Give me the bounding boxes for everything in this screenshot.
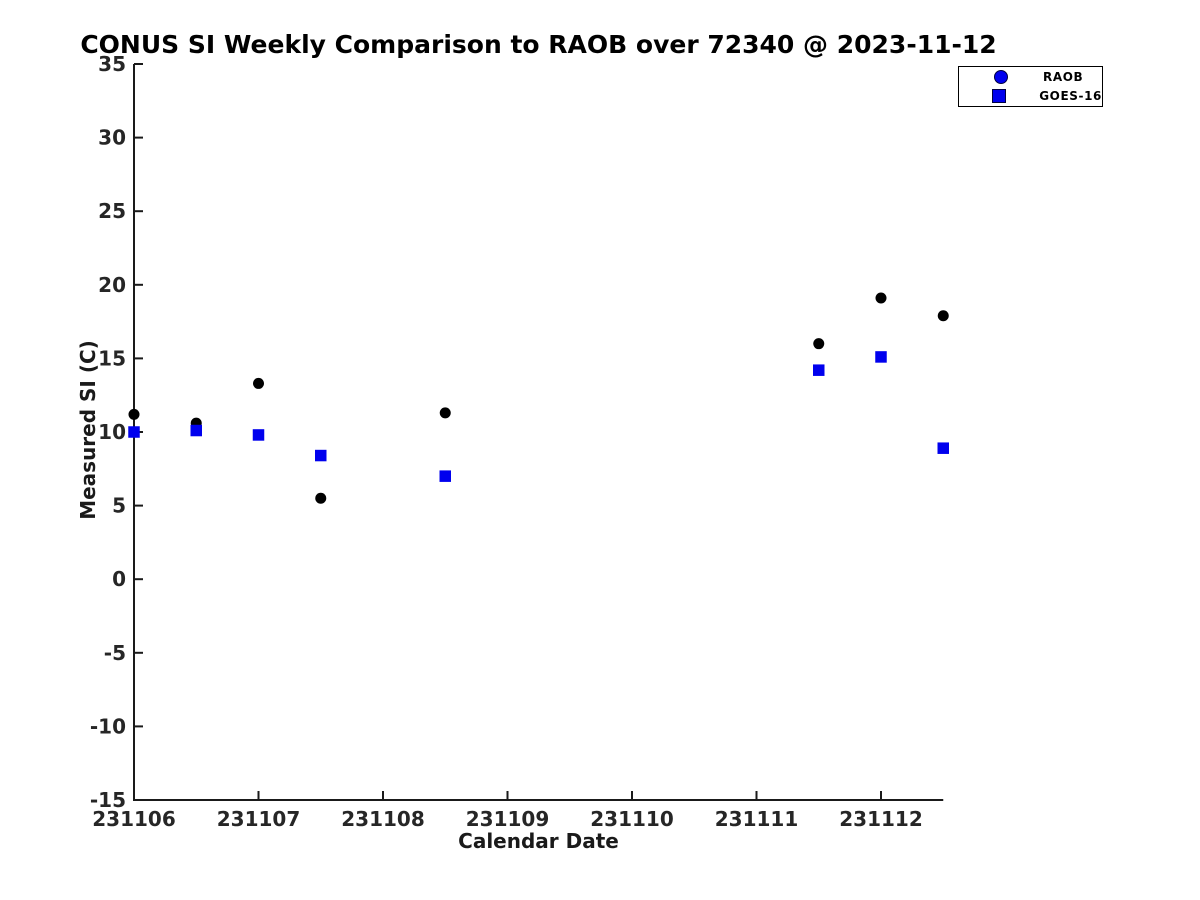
y-tick-label: 0 [112, 567, 126, 591]
y-tick-label: -15 [90, 788, 126, 812]
y-tick-label: 5 [112, 494, 126, 518]
x-tick-label: 231108 [341, 807, 425, 831]
y-tick-label: 15 [98, 346, 126, 370]
data-point-goes-16 [937, 442, 949, 454]
data-point-raob [937, 310, 949, 322]
data-point-raob [875, 292, 887, 304]
x-tick-label: 231106 [92, 807, 176, 831]
y-tick-label: 30 [98, 126, 126, 150]
legend-marker-cell [959, 88, 1039, 103]
data-point-goes-16 [813, 364, 825, 376]
y-tick-label: -5 [104, 641, 126, 665]
x-tick-label: 231107 [217, 807, 301, 831]
data-point-raob [813, 338, 825, 350]
legend-label-goes-16: GOES-16 [1039, 88, 1102, 103]
legend-label-raob: RAOB [1043, 70, 1084, 85]
data-point-goes-16 [190, 424, 202, 437]
x-tick-label: 231112 [839, 807, 923, 831]
data-point-goes-16 [128, 426, 140, 438]
legend-item-goes-16: GOES-16 [959, 87, 1102, 104]
data-point-raob [253, 377, 264, 389]
data-point-goes-16 [252, 429, 265, 441]
x-tick-label: 231109 [466, 807, 550, 831]
y-axis-label: Measured SI (C) [76, 340, 100, 520]
data-point-raob [128, 408, 140, 420]
x-tick-label: 231111 [715, 807, 799, 831]
y-tick-label: 35 [98, 52, 126, 76]
data-point-raob [315, 492, 327, 504]
legend-marker-cell [959, 70, 1043, 85]
legend-item-raob: RAOB [959, 69, 1102, 86]
x-tick-label: 231110 [590, 807, 674, 831]
legend: RAOB GOES-16 [958, 66, 1103, 107]
y-tick-label: -10 [90, 714, 126, 738]
data-point-goes-16 [439, 470, 451, 482]
raob-circle-icon [994, 70, 1008, 85]
y-tick-label: 25 [98, 199, 126, 223]
y-tick-label: 10 [98, 420, 126, 444]
data-point-goes-16 [315, 449, 327, 462]
chart-title: CONUS SI Weekly Comparison to RAOB over … [80, 30, 997, 59]
y-tick-label: 20 [98, 273, 126, 297]
data-point-goes-16 [875, 351, 887, 363]
data-point-raob [439, 407, 451, 419]
x-axis-label: Calendar Date [458, 829, 619, 853]
goes-16-square-icon [992, 88, 1007, 103]
